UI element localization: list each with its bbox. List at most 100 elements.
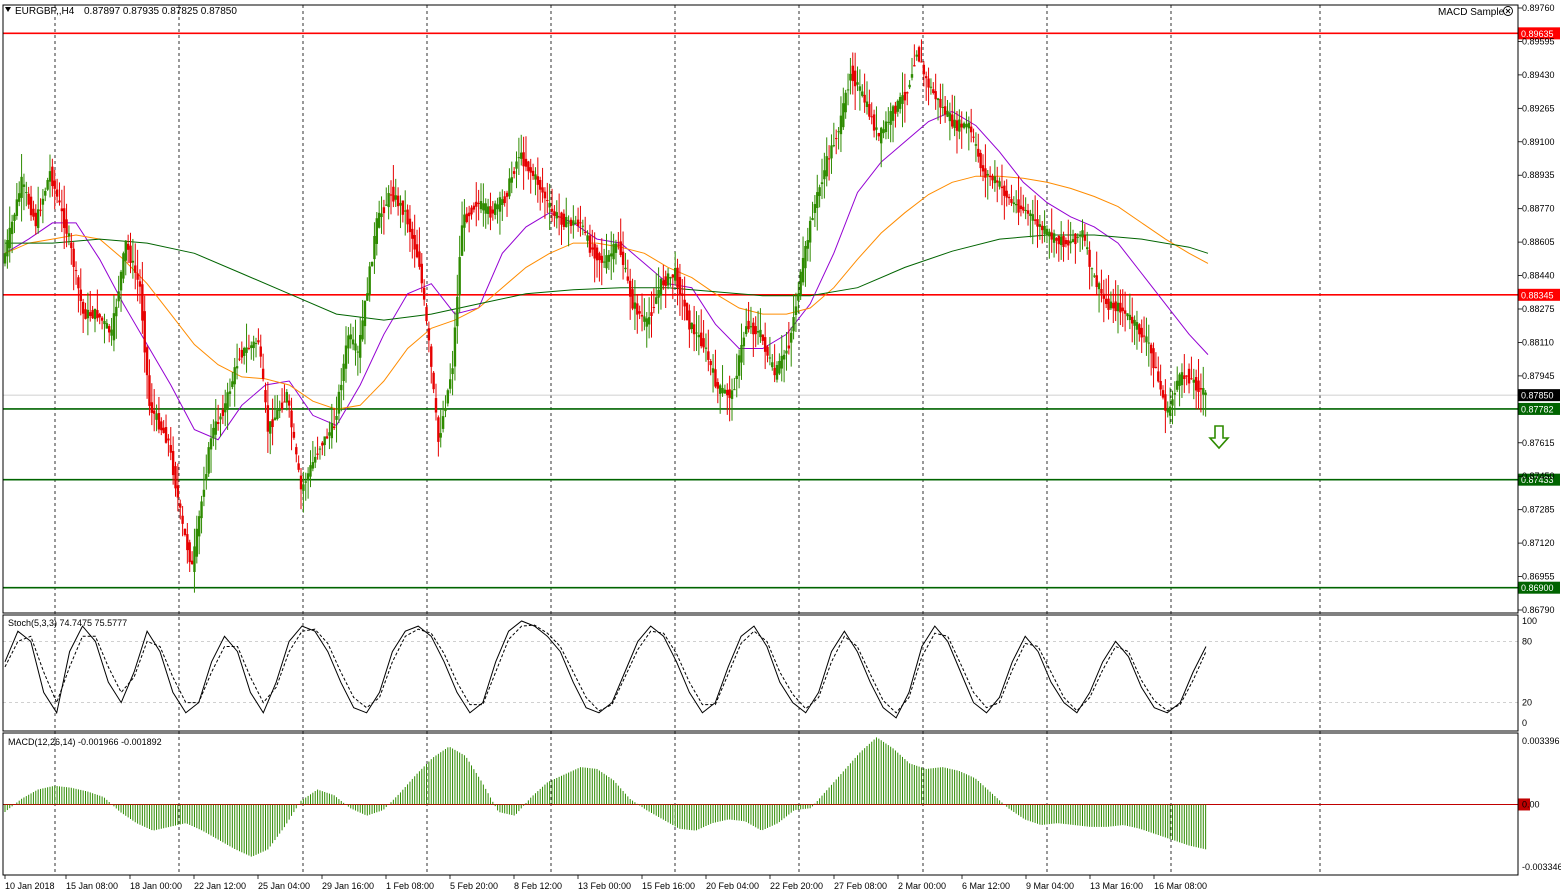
macd-tick-label: 0.003396 [1522,736,1560,746]
candle-body [572,220,575,226]
candle-body [427,328,431,341]
candle-body [354,343,357,351]
candle-body [581,225,585,227]
candle-body [235,366,239,369]
candle-body [250,345,253,348]
candle-body [1157,371,1160,382]
candle-body [169,445,172,453]
macd-label: MACD(12,26,14) -0.001966 -0.001892 [8,737,162,747]
candle-body [887,121,890,123]
candle-body [152,410,156,414]
candle-body [401,200,405,215]
candle-body [569,219,573,226]
candle-body [200,501,203,519]
candle-body [510,177,513,183]
price-level-lines[interactable]: 0.89635 0.88345 0.87782 0.87433 0.86900 0.878… [3,27,1560,594]
candle-body [1142,335,1146,337]
candle-body [174,466,177,489]
candle-body [1036,219,1039,227]
candle-body [477,202,480,204]
candle-body [1168,406,1172,416]
candle-body [901,95,904,104]
candle-body [143,311,146,353]
candle-body [695,332,698,334]
candle-body [534,174,537,180]
candle-body [335,416,338,420]
circle-x-icon[interactable] [1503,6,1513,16]
candle-body [195,528,199,557]
candle-body [771,362,774,368]
candle-body [432,372,435,390]
candle-body [792,317,795,332]
candle-body [707,351,710,360]
candle-body [242,347,246,356]
stoch-tick-label: 20 [1522,698,1532,708]
candle-body [1081,230,1084,238]
candle-body [508,178,511,197]
candle-body [283,401,286,403]
candle-body [29,196,33,216]
candle-body [664,276,667,286]
candle-body [1183,375,1186,380]
candle-body [612,243,615,260]
x-tick-label: 25 Jan 04:00 [258,881,310,891]
candle-body [868,104,871,117]
candle-body [709,360,712,366]
candle-body [498,197,502,212]
candle-body [700,332,703,347]
candle-body [496,204,499,210]
candle-body [110,329,113,336]
candle-body [1022,206,1025,211]
candle-body [214,421,217,435]
candle-body [889,111,892,125]
y-tick-label: 0.89760 [1522,3,1555,13]
candle-body [484,203,487,214]
candle-body [39,209,42,211]
candle-body [884,121,888,133]
candle-body [797,293,800,301]
candle-body [96,310,99,319]
candle-body [179,503,182,508]
x-tick-label: 20 Feb 04:00 [706,881,759,891]
candle-body [1164,394,1167,411]
candle-body [1126,313,1129,317]
level-tag-label: 0.87782 [1521,404,1554,414]
current-price-tag [1518,389,1560,402]
candle-body [898,96,902,109]
level-tag [1518,473,1560,486]
candle-body [832,145,836,147]
x-tick-label: 13 Mar 16:00 [1090,881,1143,891]
candle-body [960,123,963,128]
candle-body [598,253,601,261]
candle-body [1185,375,1188,377]
candle-body [600,255,603,263]
dropdown-triangle-icon[interactable] [5,7,11,12]
candle-body [588,235,592,253]
candle-body [610,253,613,257]
candle-body [910,74,914,78]
candle-body [347,335,350,349]
candle-body [1088,249,1091,267]
candle-body [652,306,656,308]
candle-body [22,184,26,187]
candle-body [650,312,653,316]
candle-body [512,171,516,174]
candle-body [953,119,956,129]
candle-body [799,271,802,296]
candle-body [1140,327,1143,338]
candle-body [548,202,551,208]
candle-body [958,119,961,132]
candle-body [167,438,170,441]
candle-body [773,367,776,376]
candle-body [936,98,940,101]
candle-body [1071,239,1075,243]
candle-body [219,416,222,420]
candle-body [266,405,270,432]
candle-body [801,257,805,283]
candle-body [527,161,530,172]
candle-body [252,341,255,349]
candle-body [524,158,528,167]
candle-body [1104,298,1108,305]
candle-body [974,144,978,146]
